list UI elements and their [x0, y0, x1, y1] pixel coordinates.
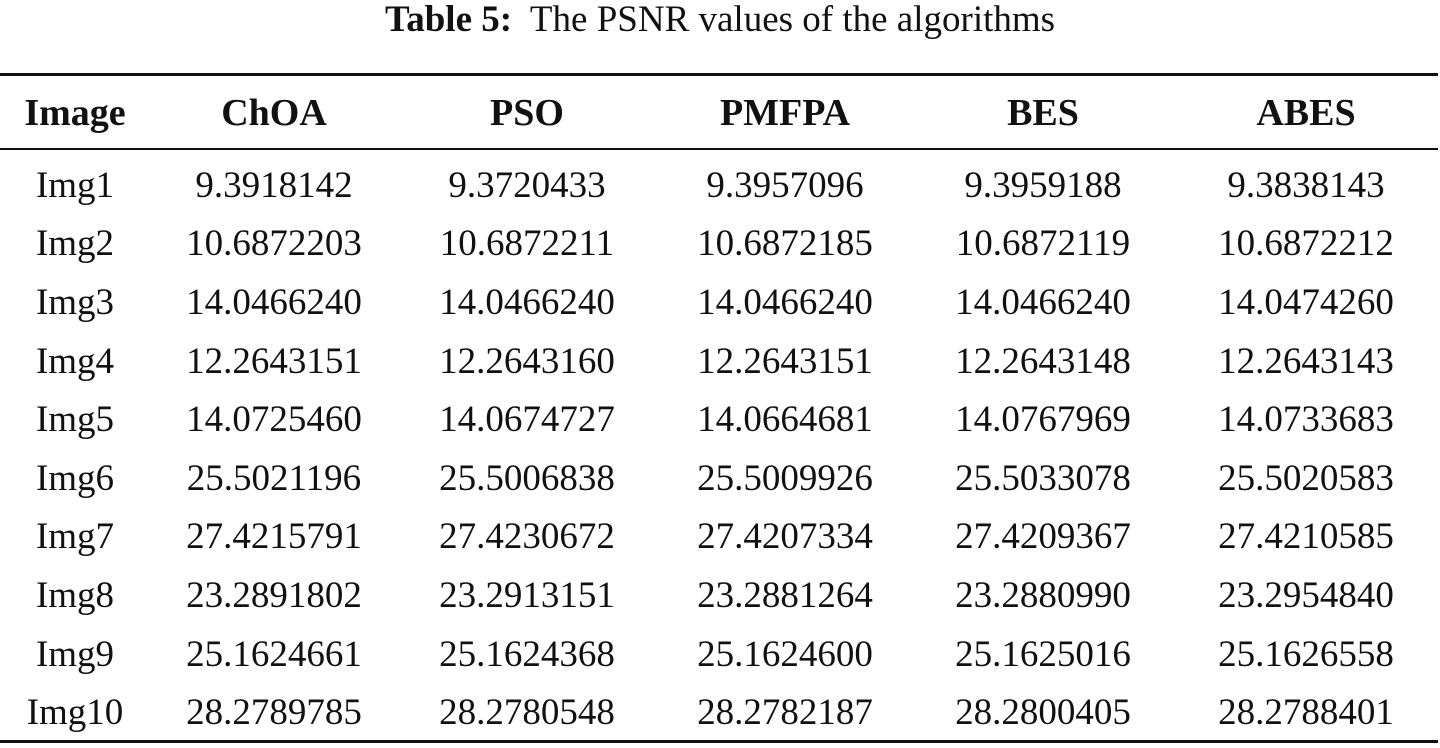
cell-pso: 25.5006838 — [439, 457, 615, 499]
cell-image: Img10 — [26, 692, 124, 734]
cell-bes: 28.2800405 — [955, 692, 1131, 734]
cell-choa: 25.5021196 — [186, 457, 362, 499]
table-caption: Table 5: The PSNR values of the algorith… — [0, 0, 1440, 44]
caption-label: Table 5: — [384, 0, 513, 40]
cell-pso: 25.1624368 — [439, 633, 615, 675]
header-row: Image ChOA PSO PMFPA BES ABES — [0, 76, 1440, 150]
cell-abes: 25.5020583 — [1218, 457, 1394, 499]
table-row: Img10 28.2789785 28.2780548 28.2782187 28.28… — [0, 683, 1440, 742]
cell-abes: 14.0733683 — [1218, 399, 1394, 441]
cell-pso: 12.2643160 — [439, 340, 615, 382]
table-row: Img7 27.4215791 27.4230672 27.4207334 27.420… — [0, 508, 1440, 567]
cell-image: Img1 — [35, 164, 115, 206]
cell-choa: 23.2891802 — [186, 574, 362, 616]
cell-image: Img8 — [35, 574, 115, 616]
cell-image: Img2 — [35, 223, 115, 265]
header-pmfpa: PMFPA — [719, 92, 851, 134]
cell-choa: 12.2643151 — [186, 340, 362, 382]
cell-choa: 14.0466240 — [186, 281, 362, 323]
cell-abes: 25.1626558 — [1218, 633, 1394, 675]
table-row: Img2 10.6872203 10.6872211 10.6872185 10.687… — [0, 215, 1440, 274]
cell-image: Img4 — [35, 340, 115, 382]
header-abes: ABES — [1256, 92, 1356, 134]
cell-abes: 28.2788401 — [1218, 692, 1394, 734]
cell-abes: 10.6872212 — [1218, 223, 1394, 265]
header-image: Image — [24, 92, 126, 134]
table-row: Img5 14.0725460 14.0674727 14.0664681 14.076… — [0, 390, 1440, 449]
cell-choa: 14.0725460 — [186, 399, 362, 441]
cell-bes: 14.0767969 — [955, 399, 1131, 441]
cell-bes: 14.0466240 — [955, 281, 1131, 323]
cell-pso: 27.4230672 — [439, 516, 615, 558]
cell-image: Img5 — [35, 399, 115, 441]
header-pso: PSO — [490, 92, 564, 134]
cell-abes: 12.2643143 — [1218, 340, 1394, 382]
cell-pmfpa: 25.5009926 — [697, 457, 873, 499]
table-row: Img3 14.0466240 14.0466240 14.0466240 14.046… — [0, 273, 1440, 332]
cell-pmfpa: 10.6872185 — [697, 223, 873, 265]
header-bes: BES — [1007, 92, 1079, 134]
cell-pmfpa: 14.0664681 — [697, 399, 873, 441]
cell-choa: 28.2789785 — [186, 692, 362, 734]
cell-pmfpa: 25.1624600 — [697, 633, 873, 675]
table-row: Img1 9.3918142 9.3720433 9.3957096 9.3959188… — [0, 150, 1440, 215]
cell-image: Img9 — [35, 633, 115, 675]
cell-bes: 23.2880990 — [955, 574, 1131, 616]
header-choa: ChOA — [221, 92, 327, 134]
cell-bes: 12.2643148 — [955, 340, 1131, 382]
cell-pmfpa: 27.4207334 — [697, 516, 873, 558]
cell-abes: 14.0474260 — [1218, 281, 1394, 323]
cell-abes: 9.3838143 — [1227, 164, 1385, 206]
cell-choa: 10.6872203 — [186, 223, 362, 265]
cell-choa: 9.3918142 — [195, 164, 353, 206]
table-body: Img1 9.3918142 9.3720433 9.3957096 9.3959188… — [0, 150, 1440, 742]
cell-bes: 9.3959188 — [964, 164, 1122, 206]
top-rule — [0, 73, 1438, 76]
table-row: Img6 25.5021196 25.5006838 25.5009926 25.503… — [0, 449, 1440, 508]
table-header: Image ChOA PSO PMFPA BES ABES — [0, 76, 1440, 150]
bottom-rule — [0, 740, 1438, 743]
cell-bes: 25.1625016 — [955, 633, 1131, 675]
cell-pso: 14.0674727 — [439, 399, 615, 441]
cell-bes: 10.6872119 — [955, 223, 1131, 265]
table-row: Img9 25.1624661 25.1624368 25.1624600 25.162… — [0, 625, 1440, 684]
cell-image: Img7 — [35, 516, 115, 558]
table-row: Img4 12.2643151 12.2643160 12.2643151 12.264… — [0, 332, 1440, 391]
header-rule — [0, 148, 1438, 150]
cell-pmfpa: 14.0466240 — [697, 281, 873, 323]
psnr-table: Image ChOA PSO PMFPA BES ABES Img1 9.3918… — [0, 76, 1440, 742]
cell-pmfpa: 23.2881264 — [697, 574, 873, 616]
cell-choa: 25.1624661 — [186, 633, 362, 675]
cell-image: Img6 — [35, 457, 115, 499]
cell-pso: 14.0466240 — [439, 281, 615, 323]
cell-pso: 28.2780548 — [439, 692, 615, 734]
cell-pmfpa: 28.2782187 — [697, 692, 873, 734]
table-row: Img8 23.2891802 23.2913151 23.2881264 23.288… — [0, 566, 1440, 625]
cell-abes: 23.2954840 — [1218, 574, 1394, 616]
cell-bes: 27.4209367 — [955, 516, 1131, 558]
cell-pso: 10.6872211 — [439, 223, 615, 265]
cell-pso: 23.2913151 — [439, 574, 615, 616]
cell-pmfpa: 9.3957096 — [706, 164, 864, 206]
cell-choa: 27.4215791 — [186, 516, 362, 558]
cell-image: Img3 — [35, 281, 115, 323]
cell-pso: 9.3720433 — [448, 164, 606, 206]
cell-bes: 25.5033078 — [955, 457, 1131, 499]
caption-text: The PSNR values of the algorithms — [529, 0, 1056, 40]
cell-abes: 27.4210585 — [1218, 516, 1394, 558]
cell-pmfpa: 12.2643151 — [697, 340, 873, 382]
